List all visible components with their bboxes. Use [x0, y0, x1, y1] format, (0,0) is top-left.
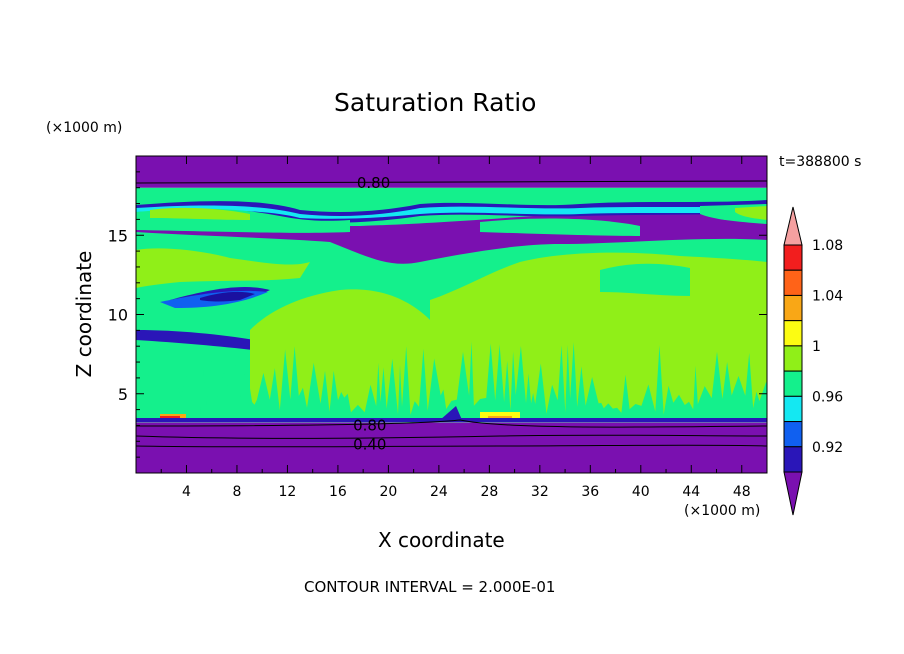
lime-region-left [136, 248, 310, 288]
upper-lime-patch [150, 207, 250, 220]
colorbar-swatch [783, 446, 803, 473]
colorbar-swatch [783, 320, 803, 347]
y-axis-units: (×1000 m) [46, 120, 123, 136]
upper-dry-band [136, 205, 767, 264]
green-pocket-right [600, 263, 690, 296]
x-axis-label: X coordinate [378, 528, 505, 552]
x-tick-label: 16 [329, 484, 347, 500]
saturation-field [136, 156, 767, 473]
field-layer [136, 422, 767, 473]
x-tick-label: 8 [232, 484, 241, 500]
x-tick-label: 48 [733, 484, 751, 500]
contour-label: 0.80 [353, 416, 386, 434]
colorbar-label: 0.96 [812, 389, 843, 405]
upper-mid-green [480, 218, 640, 236]
y-tick-label: 5 [118, 385, 128, 404]
x-tick-label: 20 [379, 484, 397, 500]
colorbar: 0.92 0.96 1 1.04 1.08 [783, 206, 843, 516]
colorbar-swatch [783, 294, 803, 322]
upper-right-lime [735, 206, 767, 220]
colorbar-bottom-arrow [783, 471, 803, 516]
colorbar-swatch [783, 421, 803, 448]
y-axis-label: Z coordinate [72, 250, 96, 378]
contour-line-040 [136, 444, 767, 448]
time-label: t=388800 s [779, 154, 862, 170]
x-tick-label: 4 [182, 484, 191, 500]
contour-line-080 [136, 419, 767, 428]
x-tick-label: 28 [480, 484, 498, 500]
colorbar-label: 0.92 [812, 440, 843, 456]
x-tick-label: 44 [682, 484, 700, 500]
colorbar-top-arrow [783, 206, 803, 246]
contour-label: 0.40 [353, 435, 386, 453]
x-tick-label: 36 [581, 484, 599, 500]
x-axis-units: (×1000 m) [684, 503, 761, 519]
x-tick-label: 24 [430, 484, 448, 500]
x-tick-label: 32 [531, 484, 549, 500]
colorbar-swatch [783, 269, 803, 296]
mid-dark-core [200, 291, 255, 302]
convective-plumes [136, 341, 767, 420]
y-tick-label: 15 [108, 226, 128, 245]
colorbar-swatch [783, 395, 803, 423]
x-tick-label: 12 [279, 484, 297, 500]
colorbar-swatch [783, 244, 803, 271]
colorbar-swatch [783, 345, 803, 372]
boundary-bump [440, 406, 462, 420]
colorbar-label: 1.08 [812, 238, 843, 254]
contour-line-mid [136, 434, 767, 439]
upper-cyan-fringe [136, 205, 767, 219]
colorbar-label: 1 [812, 339, 821, 355]
colorbar-label: 1.04 [812, 288, 843, 304]
contour-line-upper [136, 180, 767, 184]
contour-label: 0.80 [357, 174, 390, 192]
y-tick-label: 10 [108, 306, 128, 325]
colorbar-swatch [783, 370, 803, 397]
contour-interval-note: CONTOUR INTERVAL = 2.000E-01 [304, 578, 556, 596]
chart-title: Saturation Ratio [334, 88, 537, 117]
x-tick-label: 40 [632, 484, 650, 500]
